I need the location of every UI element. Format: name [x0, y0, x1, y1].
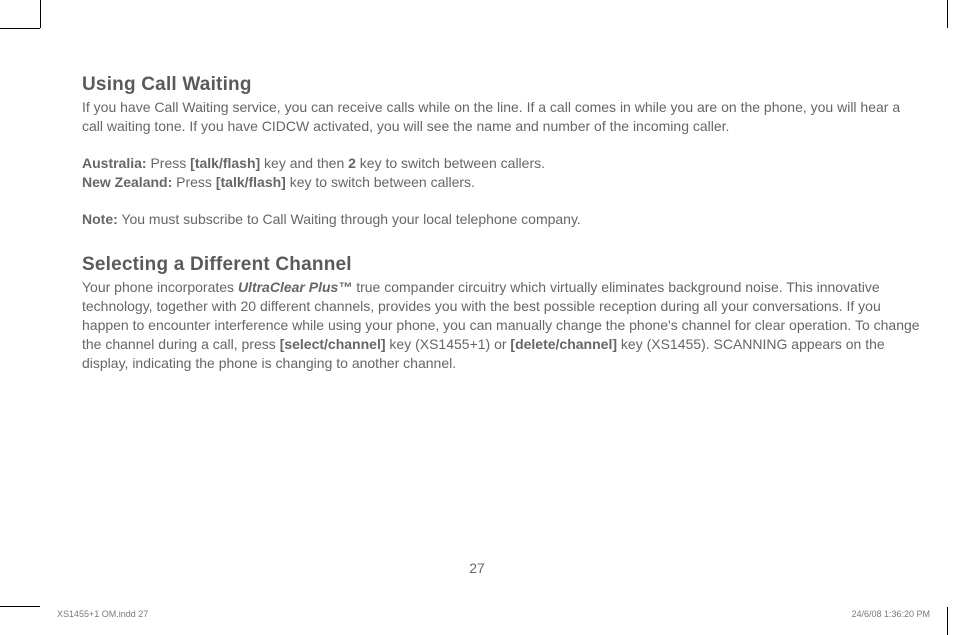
- key-delete-channel: [delete/channel]: [510, 336, 617, 352]
- text: Your phone incorporates: [82, 279, 238, 295]
- key-talk-flash: [talk/flash]: [190, 155, 260, 171]
- paragraph-note: Note: You must subscribe to Call Waiting…: [82, 210, 922, 229]
- paragraph-region-instructions: Australia: Press [talk/flash] key and th…: [82, 154, 922, 192]
- heading-call-waiting: Using Call Waiting: [82, 74, 922, 96]
- paragraph-channel: Your phone incorporates UltraClear Plus™…: [82, 278, 922, 372]
- label-new-zealand: New Zealand:: [82, 174, 172, 190]
- key-2: 2: [348, 155, 356, 171]
- text: key (XS1455+1) or: [386, 336, 511, 352]
- crop-mark: [40, 0, 41, 28]
- text: Press: [172, 174, 216, 190]
- heading-channel: Selecting a Different Channel: [82, 254, 922, 276]
- label-australia: Australia:: [82, 155, 147, 171]
- crop-mark: [0, 28, 40, 29]
- key-talk-flash: [talk/flash]: [216, 174, 286, 190]
- paragraph-intro: If you have Call Waiting service, you ca…: [82, 98, 922, 136]
- crop-mark: [0, 606, 40, 607]
- text: key and then: [260, 155, 348, 171]
- page-content: Using Call Waiting If you have Call Wait…: [82, 74, 922, 373]
- brand-ultraclear: UltraClear Plus™: [238, 279, 352, 295]
- crop-mark: [947, 607, 948, 635]
- footer-timestamp: 24/6/08 1:36:20 PM: [851, 609, 930, 619]
- text: You must subscribe to Call Waiting throu…: [118, 211, 581, 227]
- text: Press: [147, 155, 191, 171]
- footer-filename: XS1455+1 OM.indd 27: [57, 609, 148, 619]
- text: key to switch between callers.: [356, 155, 545, 171]
- crop-mark: [947, 0, 948, 28]
- label-note: Note:: [82, 211, 118, 227]
- page-number: 27: [0, 560, 954, 576]
- text: key to switch between callers.: [286, 174, 475, 190]
- key-select-channel: [select/channel]: [280, 336, 386, 352]
